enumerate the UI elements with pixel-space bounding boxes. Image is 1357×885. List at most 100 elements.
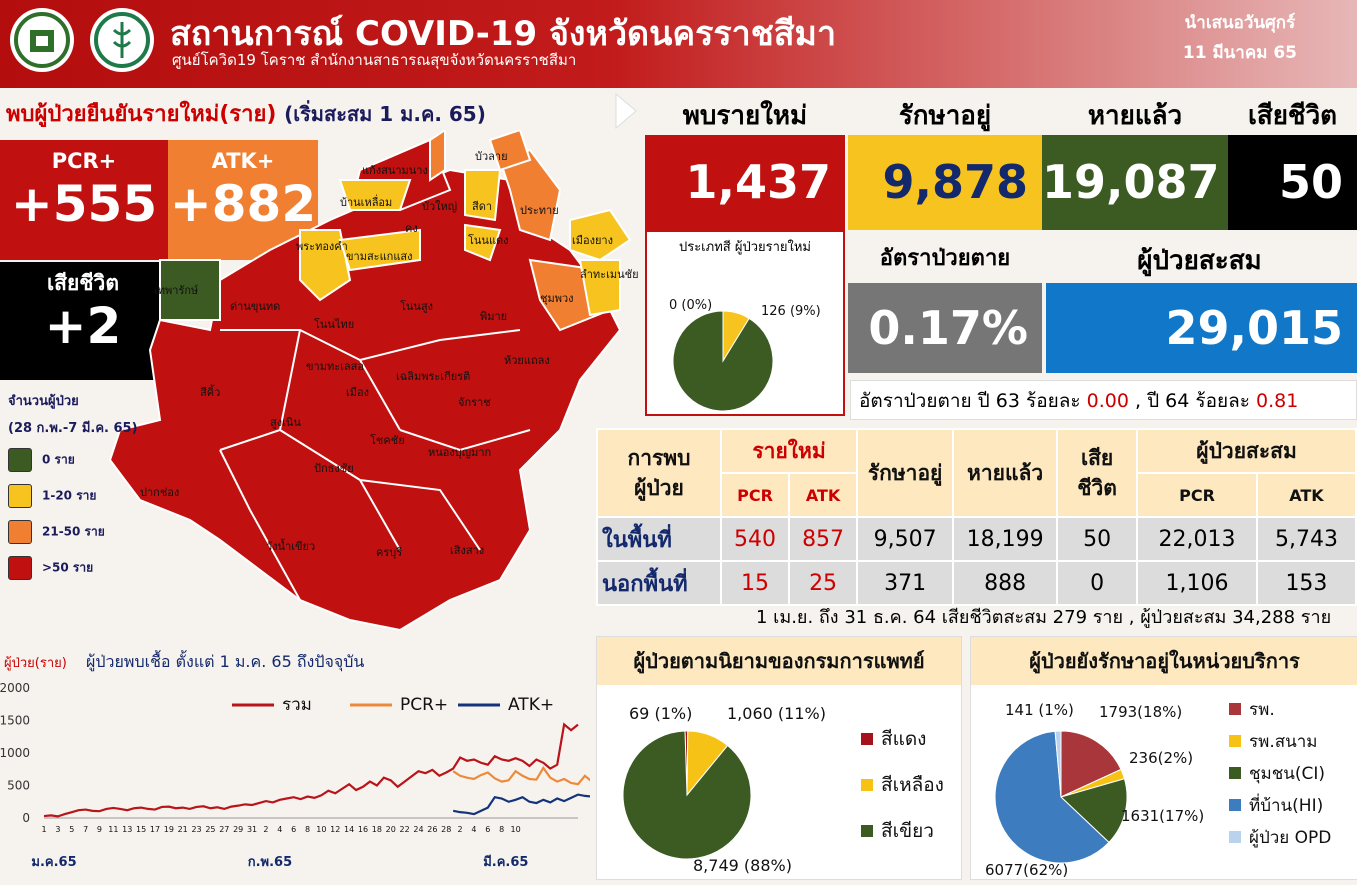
legend-title: จำนวนผู้ป่วย: [8, 394, 79, 409]
color-type-pie-box: ประเภทสี ผู้ป่วยรายใหม่ 0 (0%)126 (9%)1,…: [645, 230, 845, 437]
legend-swatch: [861, 779, 873, 791]
x-tick-label: 5: [69, 825, 74, 834]
x-tick-label: 31: [247, 825, 257, 834]
table-footnote: 1 เม.ย. ถึง 31 ธ.ค. 64 เสียชีวิตสะสม 279…: [756, 607, 1332, 628]
map-region-green-thepharak: [159, 259, 221, 321]
district-labels: แก้งสนามนาง บัวลาย บ้านเหลื่อม บัวใหญ่ ส…: [140, 150, 639, 559]
legend-swatch: [8, 448, 32, 472]
x-tick-label: 6: [485, 825, 490, 834]
pie-label: 0 (0%): [669, 298, 712, 313]
new-cases-heading-note: (เริ่มสะสม 1 ม.ค. 65): [284, 102, 486, 126]
x-tick-label: 17: [150, 825, 160, 834]
district-label-khong: คง: [405, 222, 418, 235]
legend-label: 1-20 ราย: [42, 488, 97, 503]
district-label-chokchai: โชคชัย: [370, 433, 405, 447]
legend-label: 0 ราย: [42, 452, 75, 467]
pie-slice: [672, 310, 774, 412]
pie-label: 236(2%): [1129, 749, 1193, 767]
district-label-nonthai: โนนไทย: [314, 317, 354, 331]
district-label-khamthale: ขามทะเลสอ: [306, 360, 364, 373]
dms-pie-chart: 69 (1%) 1,060 (11%) 8,749 (88%) สีแดงสีเหลื…: [622, 704, 944, 875]
atk-box: ATK+ +882: [168, 140, 318, 260]
legend-item: >50 ราย: [8, 556, 138, 580]
th-death-2: ชีวิต: [1077, 476, 1117, 500]
cell-new-pcr: 540: [719, 516, 791, 562]
new-death-box: เสียชีวิต +2: [0, 262, 166, 380]
report-date-text: 11 มีนาคม 65: [1182, 43, 1297, 63]
map-region-orange-north: [429, 130, 446, 182]
district-label-khamsakae: ขามสะแกแสง: [346, 250, 413, 263]
district-label-nondaeng: โนนแดง: [468, 233, 509, 247]
kpi-recovered-value: 19,087: [1042, 135, 1228, 230]
district-label-thepharak: เทพารักษ์: [154, 284, 199, 297]
legend-swatch: [8, 484, 32, 508]
report-date: นำเสนอวันศุกร์ 11 มีนาคม 65: [1183, 8, 1297, 68]
legend-label: >50 ราย: [42, 560, 94, 575]
map-legend: จำนวนผู้ป่วย (28 ก.พ.-7 มี.ค. 65) 0 ราย 1…: [8, 390, 138, 592]
map-region-yellow-nondaeng: [464, 223, 502, 262]
kpi-rate-value: 0.17%: [848, 283, 1042, 373]
x-tick-label: 1: [41, 825, 46, 834]
dms-pie-panel: ผู้ป่วยตามนิยามของกรมการแพทย์ 69 (1%) 1,0…: [596, 636, 962, 880]
y-tick-label: 1500: [0, 714, 30, 728]
district-label-muangyang: เมืองยาง: [572, 234, 613, 247]
y-tick-label: 0: [22, 811, 30, 825]
kpi-new-label: พบรายใหม่: [682, 101, 808, 131]
x-tick-label: 22: [400, 825, 410, 834]
provincial-health-logo: [10, 8, 74, 72]
series-line: [452, 793, 590, 816]
legend-range: (28 ก.พ.-7 มี.ค. 65): [8, 421, 138, 436]
dms-pie-title: ผู้ป่วยตามนิยามของกรมการแพทย์: [597, 637, 961, 685]
pie-label: 1,060 (11%): [727, 704, 826, 723]
legend-label: สีเหลือง: [881, 774, 944, 796]
line-chart-ylabel: ผู้ป่วย(ราย): [4, 656, 67, 671]
atk-label: ATK+: [211, 149, 275, 173]
th-cum-atk: ATK: [1255, 472, 1357, 518]
x-tick-label: 29: [233, 825, 243, 834]
kpi-cum-value: 29,015: [1046, 283, 1357, 373]
legend-swatch: [861, 733, 873, 745]
x-tick-label: 19: [164, 825, 174, 834]
pie-label: 8,749 (88%): [693, 856, 792, 875]
map-region-yellow-bua: [338, 179, 412, 211]
x-tick-label: 26: [427, 825, 437, 834]
kpi-recovered-label: หายแล้ว: [1087, 101, 1183, 131]
legend-item: 0 ราย: [8, 448, 138, 472]
x-tick-label: 15: [136, 825, 146, 834]
x-tick-label: 16: [358, 825, 368, 834]
cell-death: 50: [1056, 516, 1139, 562]
color-type-pie-title: ประเภทสี ผู้ป่วยรายใหม่: [678, 240, 812, 255]
th-new-pcr: PCR: [719, 472, 791, 518]
arrow-right-icon: [615, 92, 637, 130]
th-new-atk: ATK: [788, 472, 859, 518]
legend-label: รพ.: [1249, 700, 1275, 720]
report-day: นำเสนอวันศุกร์: [1184, 13, 1296, 33]
page-subtitle: ศูนย์โควิด19 โคราช สำนักงานสาธารณสุขจังห…: [172, 51, 577, 69]
legend-swatch: [1229, 703, 1241, 715]
kpi-treat-label: รักษาอยู่: [898, 101, 992, 131]
cell-cum-pcr: 1,106: [1136, 560, 1258, 606]
legend-label: รพ.สนาม: [1249, 732, 1318, 752]
district-label-kaeng: แก้งสนามนาง: [362, 164, 428, 177]
table-row: ในพื้นที่ 540 857 9,507 18,199 50 22,013…: [596, 516, 1357, 562]
legend-item: 21-50 ราย: [8, 520, 138, 544]
cell-recovered: 888: [952, 560, 1059, 606]
page-title: สถานการณ์ COVID-19 จังหวัดนครราชสีมา: [170, 14, 837, 54]
map-region-yellow-muangyang: [569, 208, 632, 262]
legend-swatch: [1229, 767, 1241, 779]
x-tick-label: 13: [122, 825, 132, 834]
district-label-dankhunthot: ด่านขุนทด: [230, 300, 280, 313]
district-label-bualai: บัวลาย: [475, 150, 508, 163]
row-label: ในพื้นที่: [596, 516, 722, 562]
x-period-label: มี.ค.65: [483, 854, 528, 870]
x-tick-label: 8: [499, 825, 504, 834]
th-find-1: การพบ: [627, 446, 691, 470]
map-border-1: [219, 329, 531, 601]
legend-label: ผู้ป่วย OPD: [1249, 828, 1331, 848]
legend-label: ที่บ้าน(HI): [1249, 793, 1323, 816]
legend-item: 1-20 ราย: [8, 484, 138, 508]
x-tick-label: 21: [178, 825, 188, 834]
header-banner: [0, 0, 1357, 88]
series-line: [452, 765, 590, 786]
